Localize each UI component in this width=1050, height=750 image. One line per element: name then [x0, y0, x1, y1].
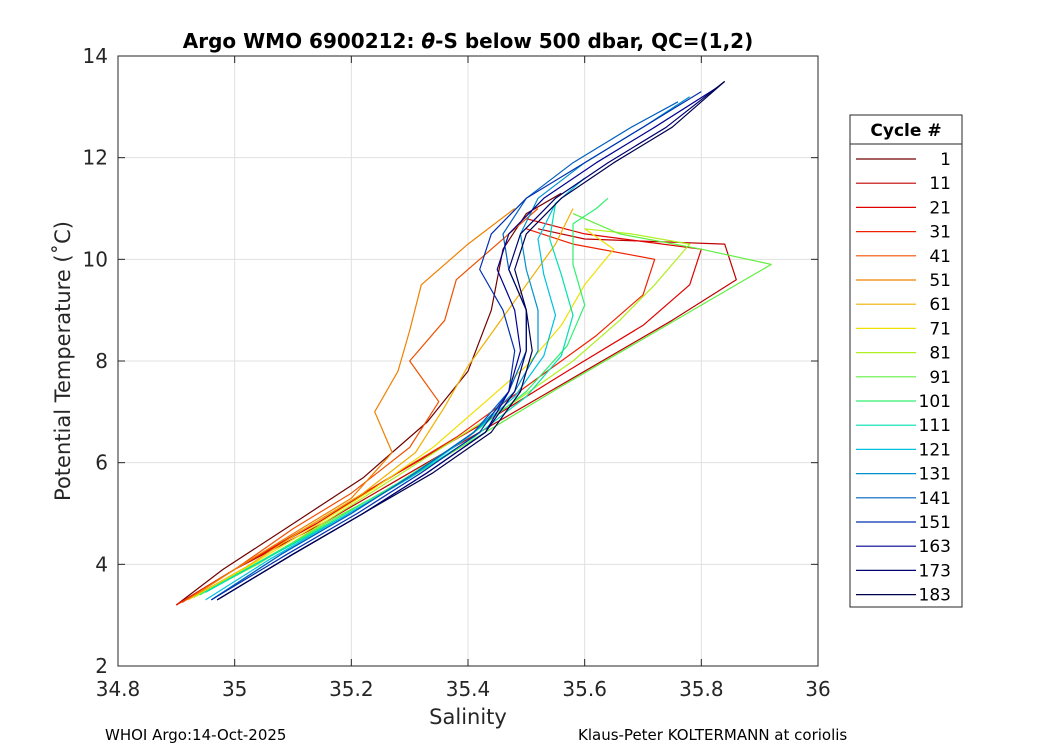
legend-label-81: 81 [929, 344, 951, 364]
series-line-cycle-101 [199, 197, 609, 596]
grid [118, 56, 818, 666]
y-tick-label: 12 [83, 146, 108, 170]
series-line-cycle-81 [193, 228, 691, 598]
series-group [175, 80, 772, 606]
legend-label-101: 101 [919, 392, 951, 412]
x-axis-label: Salinity [429, 705, 507, 729]
series-line-cycle-91 [199, 213, 772, 596]
series-line-cycle-31 [175, 228, 656, 606]
legend-items: 1112131415161718191101111121131141151163… [856, 150, 951, 606]
legend-label-121: 121 [919, 440, 951, 460]
x-tick-label: 35.6 [562, 677, 607, 701]
series-line-cycle-51 [187, 208, 516, 601]
x-tick-label: 35.4 [446, 677, 491, 701]
series-line-cycle-71 [193, 228, 615, 598]
legend: Cycle # 11121314151617181911011111211311… [849, 114, 963, 608]
legend-label-141: 141 [919, 489, 951, 509]
y-tick-label: 10 [83, 247, 108, 271]
legend-label-111: 111 [919, 416, 951, 436]
x-tick-label: 35.8 [679, 677, 724, 701]
legend-label-183: 183 [919, 586, 951, 606]
y-tick-label: 2 [95, 654, 108, 678]
series-line-cycle-61 [187, 208, 574, 601]
legend-label-11: 11 [929, 174, 951, 194]
series-line-cycle-1 [175, 192, 562, 606]
legend-label-31: 31 [929, 223, 951, 243]
legend-label-91: 91 [929, 368, 951, 388]
series-line-cycle-111 [205, 203, 574, 593]
legend-label-21: 21 [929, 198, 951, 218]
chart-title: Argo WMO 6900212: θ-S below 500 dbar, QC… [183, 29, 753, 53]
y-axis-label: Potential Temperature (˚C) [51, 221, 75, 501]
x-tick-label: 36 [805, 677, 830, 701]
y-tick-label: 8 [95, 349, 108, 373]
legend-label-173: 173 [919, 561, 951, 581]
axis-ticks: 34.8 35 35.2 35.4 35.6 35.8 36 2 4 6 8 10 12 14 [83, 44, 831, 701]
x-tick-label: 35 [222, 677, 247, 701]
legend-box [849, 114, 963, 608]
x-tick-label: 34.8 [96, 677, 141, 701]
series-line-cycle-151 [210, 91, 702, 601]
legend-label-71: 71 [929, 319, 951, 339]
legend-label-131: 131 [919, 465, 951, 485]
series-line-cycle-121 [205, 177, 586, 601]
legend-label-41: 41 [929, 247, 951, 267]
legend-label-151: 151 [919, 513, 951, 533]
y-tick-label: 6 [95, 451, 108, 475]
y-tick-label: 14 [83, 44, 108, 68]
footer-right: Klaus-Peter KOLTERMANN at coriolis [578, 726, 847, 744]
legend-label-1: 1 [940, 150, 951, 170]
x-tick-label: 35.2 [329, 677, 374, 701]
series-line-cycle-183 [216, 80, 726, 601]
legend-label-61: 61 [929, 295, 951, 315]
legend-label-51: 51 [929, 271, 951, 291]
footer-left: WHOI Argo:14-Oct-2025 [105, 726, 286, 744]
legend-label-163: 163 [919, 537, 951, 557]
legend-title: Cycle # [870, 121, 941, 141]
y-tick-label: 4 [95, 552, 108, 576]
series-line-cycle-41 [181, 208, 539, 604]
